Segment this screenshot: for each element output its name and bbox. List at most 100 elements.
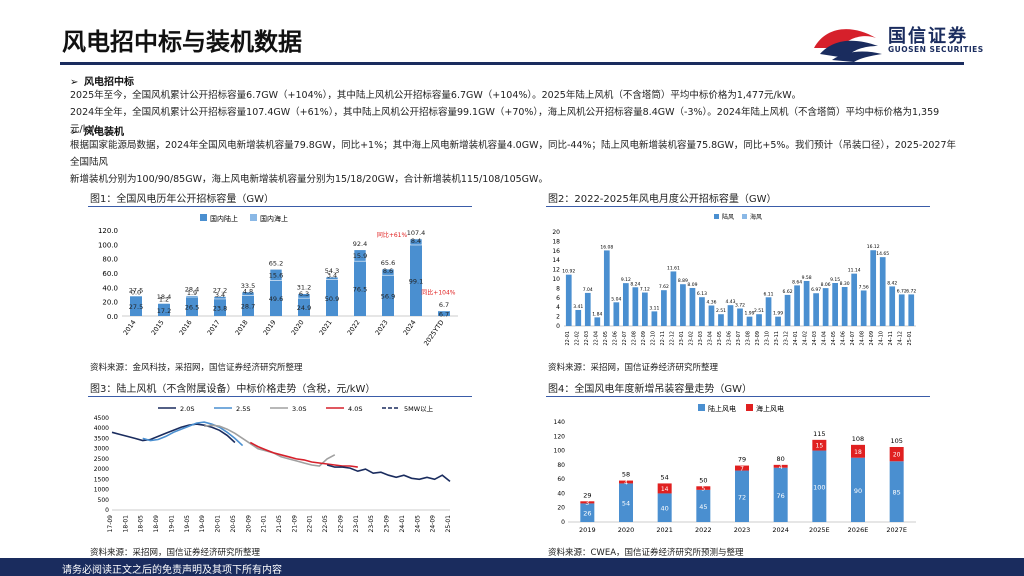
annotation-yoy-2024: 同比+61% <box>377 231 408 239</box>
title-rule <box>60 62 964 65</box>
bar-onshore <box>670 271 677 326</box>
fig2-rule <box>546 206 930 207</box>
x-tick-label: 22-06 <box>612 331 618 346</box>
y-tick-label: 100 <box>554 448 566 455</box>
x-tick-label: 22-07 <box>622 331 628 346</box>
series-line-2 <box>204 424 336 467</box>
data-label-offshore: 4.8 <box>243 287 253 295</box>
x-tick-label: 20-09 <box>245 515 252 533</box>
x-tick-label: 24-09 <box>869 331 875 346</box>
y-tick-label: 140 <box>554 419 566 426</box>
tender-line-1: 2025年至今，全国风机累计公开招标容量6.7GW（+104%），其中陆上风机公… <box>70 90 802 101</box>
x-tick-label: 21-01 <box>261 515 268 533</box>
bar-onshore <box>565 274 572 326</box>
x-tick-label: 20-05 <box>230 515 237 533</box>
x-tick-label: 2022 <box>695 526 712 534</box>
x-tick-label: 24-01 <box>793 331 799 346</box>
data-label: 7.12 <box>640 287 650 293</box>
fig2-chart: 陆风 海风 0 2 4 6 8 10 12 14 16 18 20 10.92 22-01 3.41 22-02… <box>552 213 916 346</box>
data-label-total: 115 <box>813 430 825 438</box>
data-label: 6.72 <box>906 288 916 294</box>
data-label: 1.99 <box>773 311 783 317</box>
data-label-total: 108 <box>852 435 864 443</box>
x-tick-label: 2018 <box>234 319 250 337</box>
data-label-onshore: 85 <box>893 489 901 497</box>
fig1-chart: 国内陆上 国内海上 0.0 20.0 40.0 60.0 80.0 100.0 120.0 27.… <box>98 214 458 347</box>
y-tick-label: 4000 <box>94 425 109 432</box>
x-tick-label: 20-01 <box>215 515 222 533</box>
data-label: 11.61 <box>667 265 680 271</box>
bar-onshore <box>727 305 734 326</box>
fig2-title: 图2：2022-2025年风电月度公开招标容量（GW） <box>548 194 777 205</box>
data-label-onshore: 50.9 <box>325 295 339 303</box>
data-label: 6.11 <box>764 291 774 297</box>
data-label: 8.89 <box>678 278 688 284</box>
bar-onshore <box>812 450 827 522</box>
bar-onshore <box>613 302 620 326</box>
data-label-offshore: 3.4 <box>327 272 337 280</box>
y-tick-label: 8 <box>556 285 560 292</box>
data-label-offshore: 3.4 <box>215 291 225 299</box>
x-tick-label: 22-04 <box>593 331 599 346</box>
bar-onshore <box>889 286 896 326</box>
y-tick-label: 40.0 <box>102 284 118 292</box>
x-tick-label: 24-08 <box>860 331 866 346</box>
data-label: 2.51 <box>716 308 726 314</box>
bar-onshore <box>680 284 686 326</box>
fig1-title: 图1：全国风电历年公开招标容量（GW） <box>90 194 274 205</box>
footer-bar: 请务必阅读正文之后的免责声明及其项下所有内容 <box>0 558 1024 576</box>
x-tick-label: 2021 <box>656 526 673 534</box>
x-tick-label: 2023 <box>734 526 751 534</box>
data-label: 11.14 <box>848 268 861 274</box>
legend-label: 4.0S <box>348 405 362 413</box>
y-tick-label: 120 <box>554 433 566 440</box>
fig4-chart: 陆上风电 海上风电02040608010012014026329201954458… <box>554 404 916 534</box>
bar-onshore <box>851 457 865 522</box>
data-label-onshore: 72 <box>738 493 746 501</box>
bar-onshore <box>580 503 595 522</box>
x-tick-label: 2017 <box>206 319 222 337</box>
y-tick-label: 3000 <box>94 446 109 453</box>
data-label-total: 65.6 <box>381 259 395 267</box>
data-label-total: 28.4 <box>185 286 199 294</box>
data-label-total: 29 <box>583 491 591 499</box>
x-tick-label: 23-06 <box>726 331 732 346</box>
bar-offshore <box>735 465 749 471</box>
data-label-offshore: 1.2 <box>159 296 169 304</box>
data-label-offshore: 1.9 <box>187 289 197 297</box>
x-tick-label: 23-04 <box>707 331 713 346</box>
x-tick-label: 2019 <box>579 526 596 534</box>
bar-offshore <box>185 295 199 298</box>
x-tick-label: 23-07 <box>736 331 742 346</box>
x-tick-label: 24-04 <box>822 331 828 346</box>
y-tick-label: 120.0 <box>98 227 118 235</box>
data-label: 8.42 <box>887 280 897 286</box>
data-label-total: 92.4 <box>353 240 367 248</box>
x-tick-label: 23-09 <box>384 515 391 533</box>
bar-onshore <box>889 461 904 522</box>
section-heading-tender: ➢ 风电招中标 <box>70 77 134 88</box>
bar-offshore <box>269 268 283 281</box>
arrow-bullet-icon: ➢ <box>70 77 79 88</box>
bar-onshore <box>410 244 422 316</box>
data-label: 8.24 <box>630 281 640 287</box>
data-label-offshore: 7 <box>740 466 744 473</box>
y-tick-label: 12 <box>552 267 560 274</box>
x-tick-label: 18-05 <box>138 515 145 533</box>
bar-onshore <box>794 285 800 326</box>
x-tick-label: 24-05 <box>414 515 421 533</box>
data-label: 6.62 <box>783 289 793 295</box>
bar-offshore <box>812 439 827 451</box>
bar-offshore <box>325 276 339 280</box>
data-label-total: 6.7 <box>439 301 449 309</box>
y-tick-label: 2000 <box>94 466 109 473</box>
x-tick-label: 23-03 <box>698 331 704 346</box>
bar-onshore <box>354 261 366 316</box>
x-tick-label: 22-12 <box>669 331 675 346</box>
data-label-offshore: 0.0 <box>131 288 141 296</box>
fig4-source: 资料来源：CWEA，国信证券经济研究所预测与整理 <box>548 548 744 558</box>
fig4-title: 图4：全国风电年度新增吊装容量走势（GW） <box>548 384 752 395</box>
data-label-offshore: 8.6 <box>383 267 393 275</box>
data-label: 1.84 <box>592 311 602 317</box>
series-line-1 <box>142 421 244 447</box>
